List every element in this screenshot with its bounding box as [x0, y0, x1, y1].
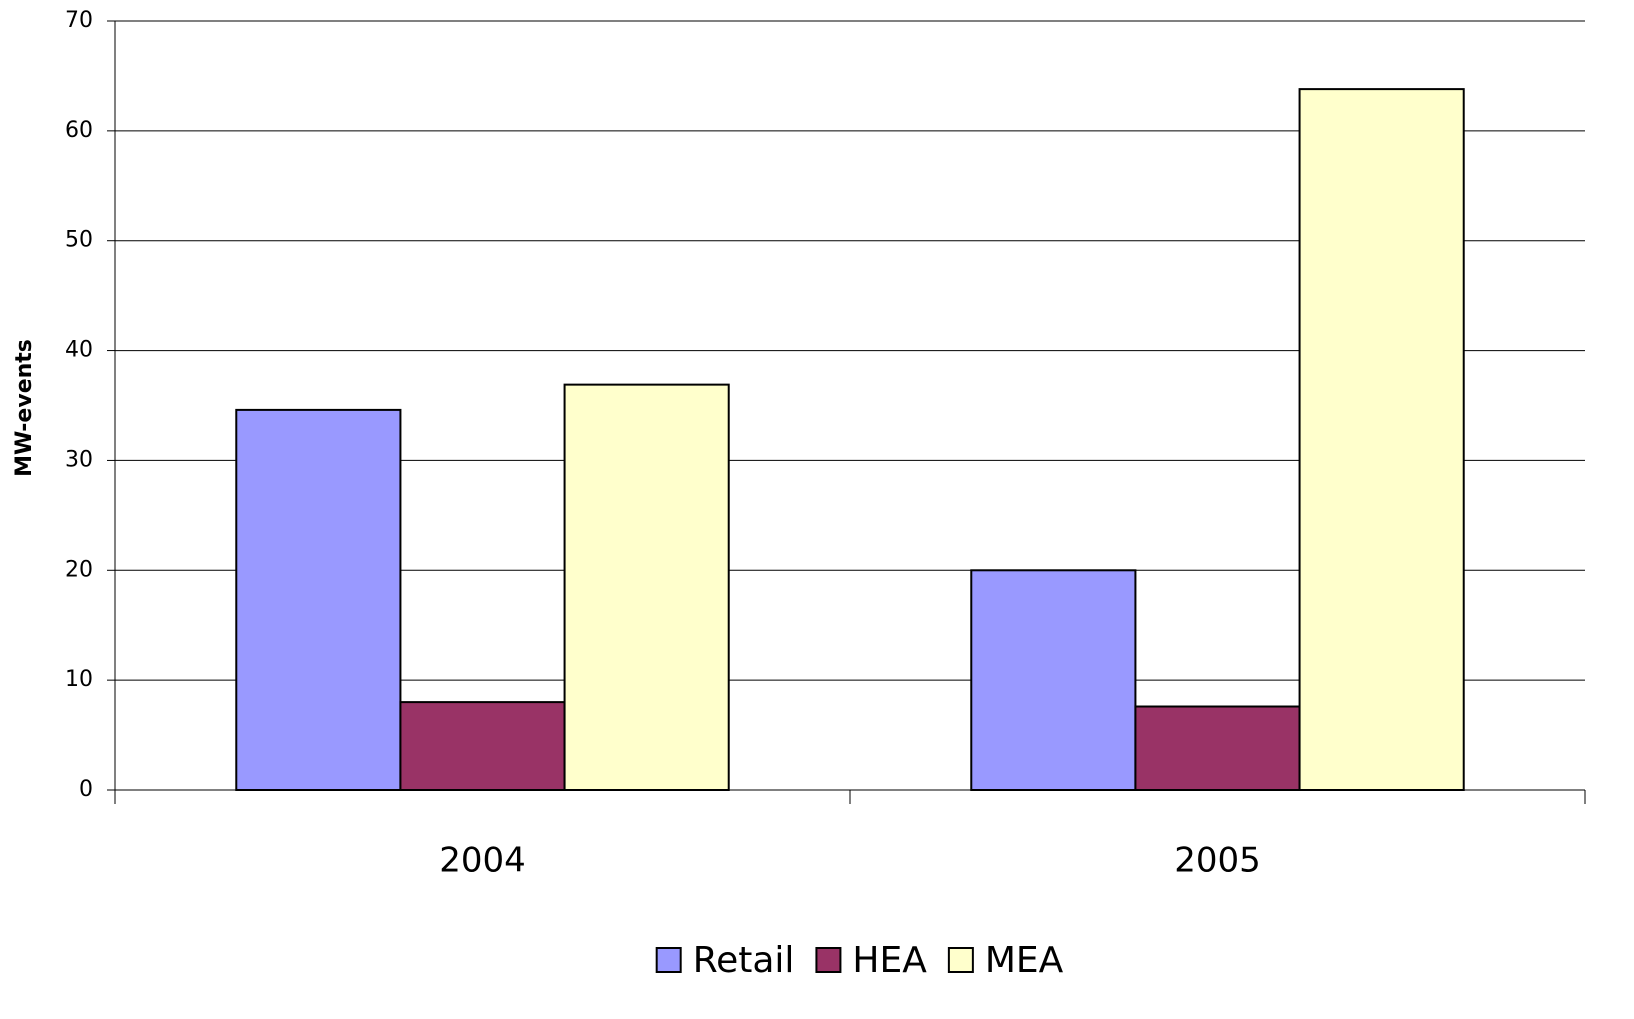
y-tick-label: 40	[65, 338, 93, 363]
y-tick-label: 0	[79, 777, 93, 802]
y-tick-label: 60	[65, 118, 93, 143]
bar	[563, 383, 730, 791]
y-tick-label: 70	[65, 8, 93, 33]
bar	[970, 569, 1137, 791]
legend-swatch	[815, 947, 842, 973]
bar	[1134, 705, 1301, 791]
y-tick-label: 10	[65, 667, 93, 692]
legend-swatch	[947, 947, 974, 973]
y-axis-label: MW-events	[12, 339, 37, 477]
y-tick-label: 30	[65, 447, 93, 472]
bar	[399, 701, 566, 791]
x-tick-label: 2005	[1174, 841, 1261, 881]
y-tick-label: 20	[65, 557, 93, 582]
bar	[235, 408, 402, 791]
x-tick-label: 2004	[439, 841, 526, 881]
bar	[1298, 88, 1465, 791]
legend-swatch	[655, 947, 682, 973]
y-tick-label: 50	[65, 228, 93, 253]
legend-label: MEA	[985, 940, 1064, 981]
legend-label: Retail	[693, 940, 795, 981]
legend-label: HEA	[852, 940, 927, 981]
